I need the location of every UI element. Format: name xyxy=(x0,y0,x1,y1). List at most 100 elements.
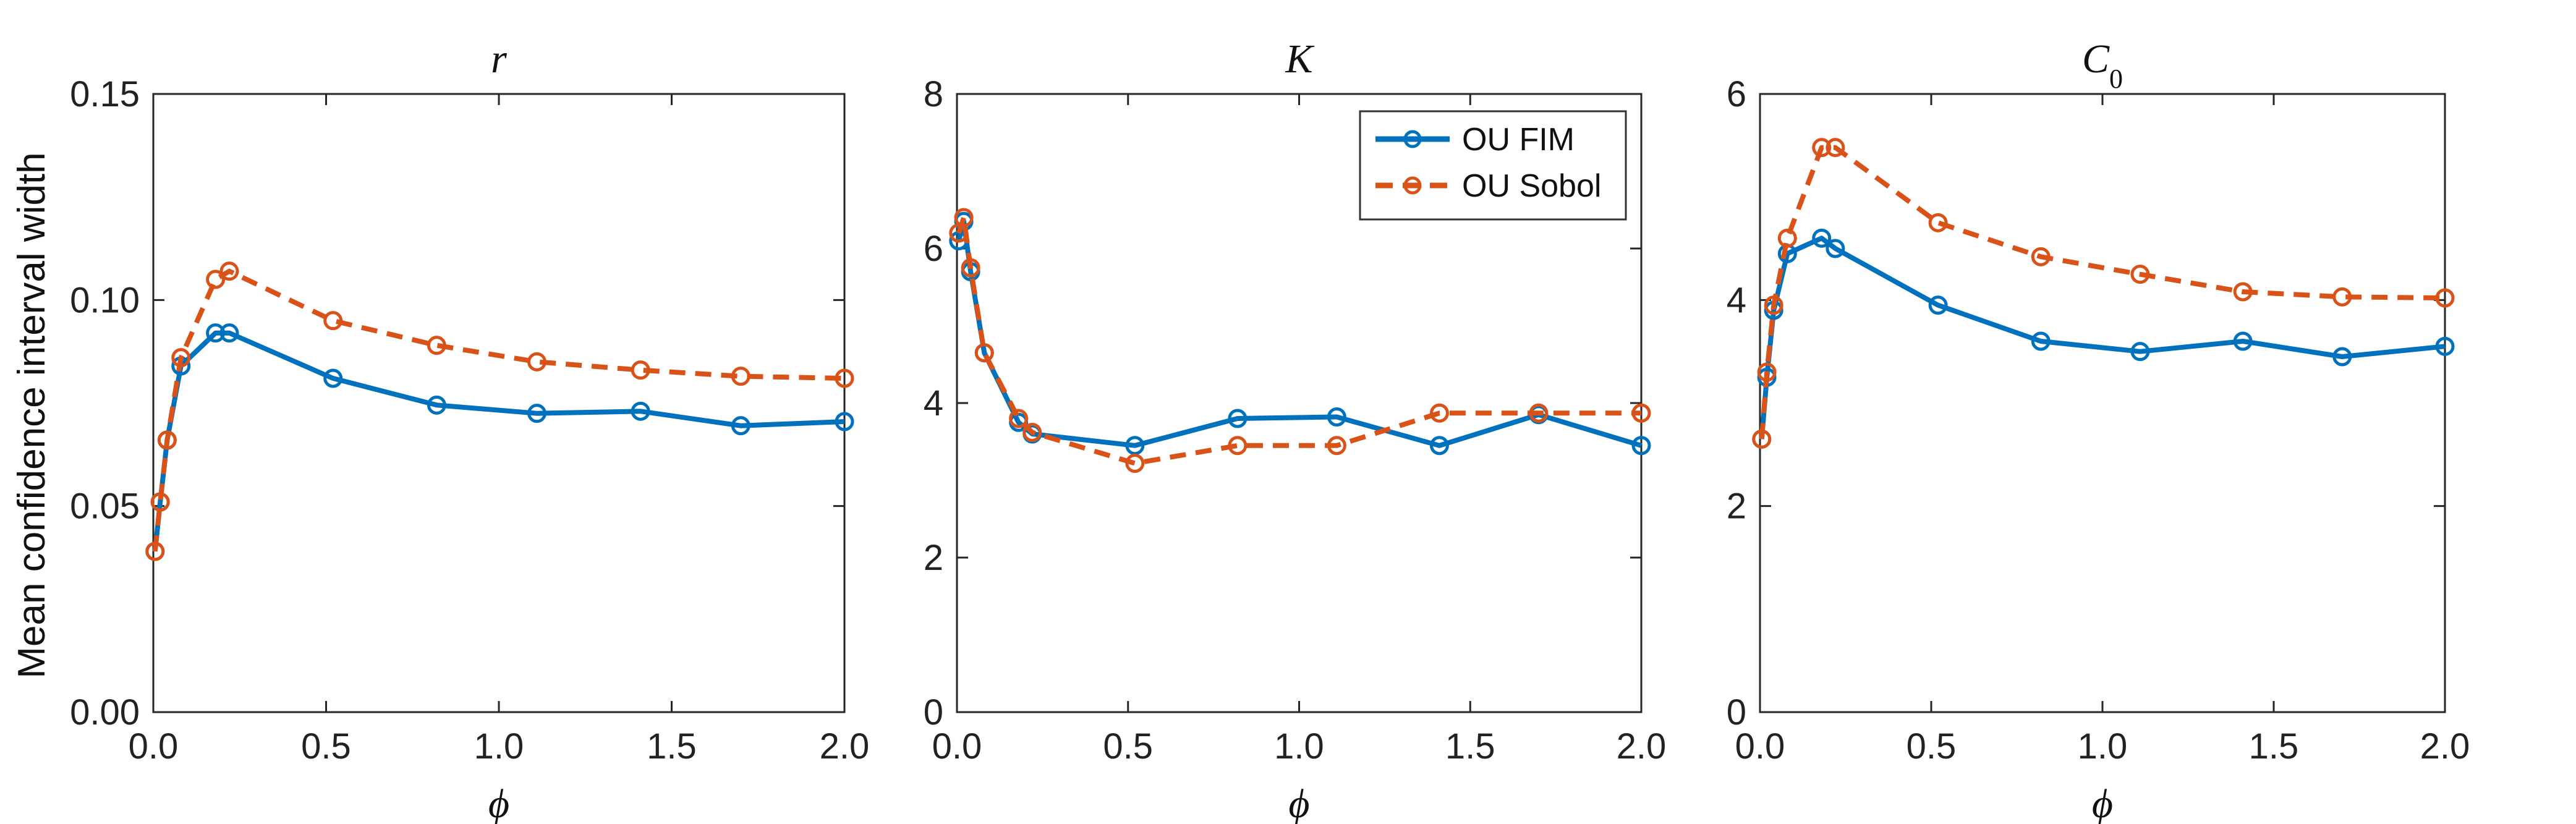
data-point xyxy=(2130,342,2150,362)
panel-k: Kϕ 0.0 0.5 1.0 1.5 2.0 0 2 4 6 8 xyxy=(924,36,1667,824)
data-point xyxy=(1125,436,1145,456)
data-point xyxy=(219,323,239,343)
x-tick-label: 2.0 xyxy=(2420,726,2470,767)
data-point xyxy=(1631,436,1651,456)
data-point xyxy=(1812,228,1832,248)
x-tick-label: 0.5 xyxy=(1906,726,1957,767)
data-point xyxy=(2031,247,2051,266)
data-point xyxy=(2435,288,2455,308)
data-point xyxy=(206,323,226,343)
panel-title: K xyxy=(1285,36,1314,82)
data-point xyxy=(974,343,994,363)
data-point xyxy=(731,367,750,386)
data-point xyxy=(219,261,239,281)
data-point xyxy=(1429,436,1449,456)
panel-c0: C0 ϕ 0.0 0.5 1.0 1.5 2.0 0 2 4 6 xyxy=(1727,36,2470,824)
y-axis-label: Mean confidence interval width xyxy=(11,152,53,678)
data-point xyxy=(1429,403,1449,423)
data-point xyxy=(1228,436,1248,456)
x-tick-label: 1.5 xyxy=(1445,726,1495,767)
data-point xyxy=(954,208,974,227)
data-point xyxy=(1826,138,1845,158)
x-tick-label: 1.0 xyxy=(1274,726,1324,767)
series-line xyxy=(152,330,845,552)
data-point xyxy=(2130,265,2150,284)
data-point xyxy=(323,368,343,388)
y-tick-label: 0 xyxy=(1727,692,1746,733)
y-tick-label: 4 xyxy=(924,383,943,423)
data-point xyxy=(1009,409,1029,428)
data-point xyxy=(427,336,446,355)
data-point xyxy=(1327,407,1346,427)
x-tick-label: 0.5 xyxy=(301,726,351,767)
data-point xyxy=(1022,423,1042,442)
x-axis-label: ϕ xyxy=(2092,781,2113,824)
data-point xyxy=(631,360,650,380)
series-line xyxy=(152,268,845,552)
plot-frame xyxy=(1759,93,2446,713)
data-point xyxy=(1826,239,1845,258)
data-point xyxy=(171,348,191,368)
data-point xyxy=(527,404,546,423)
data-point xyxy=(1752,429,1772,449)
data-point xyxy=(2332,287,2352,307)
data-point xyxy=(835,368,854,388)
x-tick-label: 0.0 xyxy=(1735,726,1785,767)
data-point xyxy=(1631,403,1651,423)
data-point xyxy=(1812,138,1832,158)
x-tick-label: 2.0 xyxy=(820,726,870,767)
x-tick-label: 1.5 xyxy=(2249,726,2299,767)
x-axis-label: ϕ xyxy=(488,781,509,824)
data-point xyxy=(145,542,165,561)
x-tick-label: 1.5 xyxy=(647,726,697,767)
panel-r: r ϕ 0.0 0.5 1.0 1.5 2.0 0.00 0.05 0.10 0.15 xyxy=(70,36,869,824)
y-tick-label: 8 xyxy=(924,74,943,114)
data-point xyxy=(2332,347,2352,367)
data-point xyxy=(2233,331,2253,351)
y-tick-label: 0.00 xyxy=(70,692,140,733)
legend-label-fim: OU FIM xyxy=(1462,122,1575,158)
data-point xyxy=(961,258,980,278)
y-tick-label: 4 xyxy=(1727,280,1746,320)
data-point xyxy=(1757,362,1777,382)
y-tick-label: 0.05 xyxy=(70,486,140,527)
data-point xyxy=(731,416,750,436)
data-point xyxy=(206,270,226,289)
x-tick-label: 1.0 xyxy=(474,726,524,767)
panel-title: C0 xyxy=(2082,36,2123,94)
data-point xyxy=(323,311,343,331)
data-point xyxy=(1228,409,1248,428)
data-point xyxy=(2031,331,2051,351)
series-line xyxy=(1759,145,2446,440)
series-line xyxy=(956,215,1641,466)
x-axis-label: ϕ xyxy=(1288,781,1309,824)
x-tick-label: 1.0 xyxy=(2078,726,2128,767)
x-tick-label: 0.0 xyxy=(129,726,179,767)
y-tick-label: 6 xyxy=(1727,74,1746,114)
data-point xyxy=(527,352,546,372)
y-tick-label: 0.10 xyxy=(70,280,140,320)
x-tick-label: 2.0 xyxy=(1617,726,1667,767)
plot-frame xyxy=(152,93,846,713)
legend-marker-sobol xyxy=(1403,176,1422,195)
y-tick-label: 2 xyxy=(1727,486,1746,527)
data-point xyxy=(1928,213,1948,232)
legend-label-sobol: OU Sobol xyxy=(1462,168,1601,204)
data-point xyxy=(1777,228,1797,248)
legend-marker-fim xyxy=(1403,130,1422,148)
data-point xyxy=(157,430,177,450)
legend-box xyxy=(1359,110,1627,221)
data-point xyxy=(2233,282,2253,302)
data-point xyxy=(1327,436,1346,456)
data-point xyxy=(427,395,446,415)
y-tick-label: 2 xyxy=(924,538,943,578)
data-point xyxy=(1125,454,1145,473)
y-tick-label: 6 xyxy=(924,229,943,269)
y-tick-label: 0.15 xyxy=(70,74,140,114)
x-tick-label: 0.5 xyxy=(1103,726,1153,767)
data-point xyxy=(2435,336,2455,356)
data-point xyxy=(1764,295,1783,315)
x-tick-label: 0.0 xyxy=(932,726,982,767)
data-point xyxy=(835,412,854,431)
